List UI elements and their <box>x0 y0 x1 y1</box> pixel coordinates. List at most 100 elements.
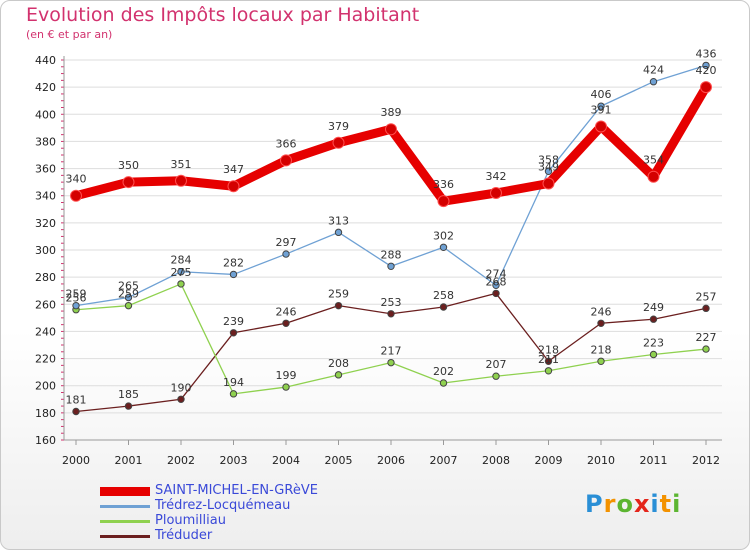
data-point <box>647 170 660 183</box>
data-label: 436 <box>696 47 717 60</box>
y-tick-label: 160 <box>35 434 56 447</box>
data-label: 313 <box>328 214 349 227</box>
data-label: 354 <box>643 154 664 167</box>
y-tick-label: 260 <box>35 298 56 311</box>
data-point <box>387 262 395 270</box>
x-tick-label: 2001 <box>115 454 143 467</box>
data-label: 257 <box>696 290 717 303</box>
data-label: 265 <box>118 280 139 293</box>
x-tick-label: 2009 <box>535 454 563 467</box>
x-tick-label: 2003 <box>220 454 248 467</box>
data-point <box>492 281 500 289</box>
legend-swatch <box>100 505 150 508</box>
legend-label: Tréduder <box>155 528 213 543</box>
logo-letter: r <box>603 490 617 518</box>
data-label: 268 <box>486 275 507 288</box>
legend-swatch <box>100 535 150 538</box>
data-label: 258 <box>433 289 454 302</box>
y-tick-label: 400 <box>35 108 56 121</box>
data-label: 379 <box>328 120 349 133</box>
x-tick-label: 2000 <box>62 454 90 467</box>
data-point <box>177 395 185 403</box>
data-label: 406 <box>591 88 612 101</box>
data-label: 190 <box>171 381 192 394</box>
data-point <box>597 357 605 365</box>
y-tick-label: 280 <box>35 271 56 284</box>
logo-letter: P <box>585 490 604 518</box>
data-point <box>492 289 500 298</box>
data-point <box>229 329 238 337</box>
data-label: 350 <box>118 159 139 172</box>
data-point <box>700 81 712 94</box>
data-label: 208 <box>328 357 349 370</box>
logo-letter: x <box>633 490 651 518</box>
data-label: 389 <box>381 106 402 119</box>
data-label: 223 <box>643 337 664 350</box>
data-point <box>439 243 448 251</box>
data-point <box>439 379 448 387</box>
data-point <box>332 136 345 149</box>
data-point <box>177 268 185 276</box>
y-tick-label: 420 <box>35 81 56 94</box>
x-tick-label: 2010 <box>587 454 615 467</box>
data-label: 259 <box>66 288 87 301</box>
data-point <box>702 304 710 313</box>
data-point <box>387 358 395 367</box>
data-label: 342 <box>486 170 507 183</box>
data-label: 211 <box>538 353 559 366</box>
data-label: 366 <box>276 137 297 150</box>
data-label: 340 <box>66 173 87 186</box>
y-tick-label: 360 <box>35 163 56 176</box>
x-tick-label: 2012 <box>692 454 720 467</box>
data-point <box>177 280 185 288</box>
data-point <box>124 293 133 302</box>
x-tick-label: 2008 <box>482 454 510 467</box>
data-point <box>649 315 658 323</box>
logo-letter: i <box>650 490 660 518</box>
data-label: 274 <box>486 267 507 280</box>
data-point <box>334 371 343 379</box>
data-point <box>542 177 555 190</box>
data-label: 302 <box>433 229 454 242</box>
data-point <box>597 319 605 327</box>
y-tick-label: 340 <box>35 190 56 203</box>
data-point <box>439 303 448 311</box>
data-point <box>280 154 292 167</box>
legend-item: Tréduder <box>100 528 400 544</box>
y-tick-label: 380 <box>35 135 56 148</box>
data-point <box>702 345 710 353</box>
data-label: 217 <box>381 345 402 358</box>
data-point <box>334 228 343 237</box>
legend-label: Trédrez-Locquémeau <box>155 498 291 513</box>
data-label: 259 <box>328 288 349 301</box>
data-point <box>544 367 553 375</box>
data-label: 202 <box>433 365 454 378</box>
y-tick-label: 180 <box>35 407 56 420</box>
data-label: 297 <box>276 236 297 249</box>
data-label: 391 <box>591 104 612 117</box>
data-label: 239 <box>223 315 244 328</box>
data-label: 194 <box>223 376 244 389</box>
data-point <box>227 180 240 193</box>
data-label: 218 <box>538 343 559 356</box>
data-label: 275 <box>171 266 192 279</box>
data-label: 253 <box>381 296 402 309</box>
data-point <box>437 195 450 208</box>
data-point <box>490 187 502 199</box>
data-point <box>229 390 238 398</box>
y-tick-label: 240 <box>35 325 56 338</box>
legend-label: SAINT-MICHEL-EN-GRèVE <box>155 483 318 498</box>
data-point <box>649 78 658 86</box>
data-label: 349 <box>538 161 559 174</box>
data-point <box>175 174 187 187</box>
y-tick-label: 200 <box>35 380 56 393</box>
data-point <box>334 301 343 310</box>
y-tick-label: 300 <box>35 244 56 257</box>
data-label: 420 <box>696 64 717 77</box>
data-point <box>595 120 607 133</box>
legend-item: SAINT-MICHEL-EN-GRèVE <box>100 483 400 499</box>
chart-subtitle: (en € et par an) <box>26 28 113 41</box>
data-point <box>385 123 397 136</box>
data-label: 282 <box>223 256 244 269</box>
